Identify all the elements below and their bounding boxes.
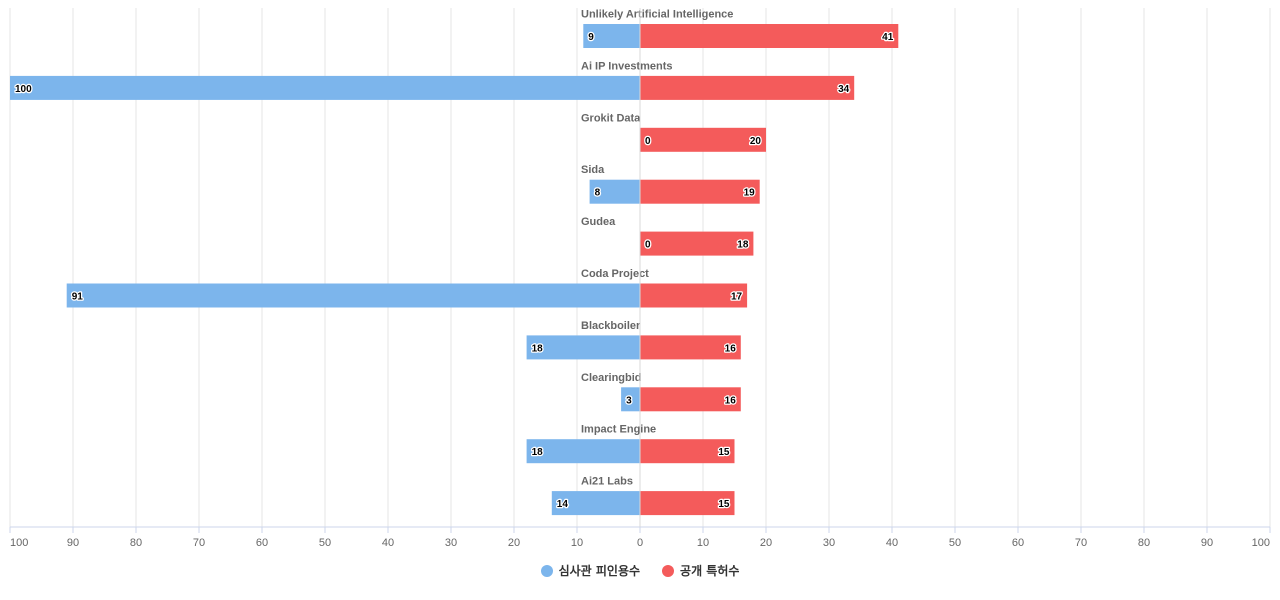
x-tick-label: 0 <box>637 537 643 549</box>
x-tick-label: 10 <box>697 537 709 549</box>
legend-marker-patents <box>662 564 675 577</box>
category-label: Ai21 Labs <box>581 476 633 488</box>
category-label: Sida <box>581 164 605 176</box>
x-tick-label: 100 <box>1252 537 1270 549</box>
x-tick-label: 80 <box>1138 537 1150 549</box>
data-label-patents: 16 <box>725 395 737 406</box>
category-label: Unlikely Artificial Intelligence <box>581 9 733 21</box>
x-tick-label: 70 <box>1075 537 1087 549</box>
x-tick-label: 10 <box>571 537 583 549</box>
x-tick-label: 40 <box>382 537 394 549</box>
data-label-patents: 15 <box>718 447 730 458</box>
category-label: Ai IP Investments <box>581 60 673 72</box>
x-tick-label: 100 <box>10 537 28 549</box>
data-label-patents: 18 <box>737 240 749 251</box>
data-label-citations: 14 <box>557 499 569 510</box>
category-label: Coda Project <box>581 268 649 280</box>
bar-citations[interactable] <box>526 335 640 360</box>
x-tick-label: 90 <box>67 537 79 549</box>
legend-item-patents[interactable]: 공개 특허수 <box>662 562 739 579</box>
x-tick-label: 50 <box>949 537 961 549</box>
legend-label-patents: 공개 특허수 <box>680 564 740 578</box>
x-tick-label: 60 <box>256 537 268 549</box>
data-label-patents: 16 <box>725 343 737 354</box>
x-tick-label: 20 <box>508 537 520 549</box>
bar-patents[interactable] <box>640 387 741 412</box>
data-label-citations: 8 <box>595 188 601 199</box>
x-tick-label: 30 <box>823 537 835 549</box>
category-label: Gudea <box>581 216 616 228</box>
bar-citations[interactable] <box>583 24 640 48</box>
x-tick-label: 40 <box>886 537 898 549</box>
data-label-citations: 9 <box>588 32 594 43</box>
bar-citations[interactable] <box>621 387 640 412</box>
bar-patents[interactable] <box>640 491 735 516</box>
bar-patents[interactable] <box>640 283 748 308</box>
data-label-patents: 17 <box>731 292 743 303</box>
data-label-citations: 91 <box>72 292 84 303</box>
bar-citations[interactable] <box>66 283 640 308</box>
x-tick-label: 90 <box>1201 537 1213 549</box>
category-label: Blackboiler <box>581 320 641 332</box>
bar-citations[interactable] <box>10 75 640 100</box>
legend-item-citations[interactable]: 심사관 피인용수 <box>540 562 641 579</box>
data-label-citations: 100 <box>15 84 32 95</box>
bar-patents[interactable] <box>640 335 741 360</box>
bar-patents[interactable] <box>640 439 735 464</box>
data-label-patents: 19 <box>744 188 756 199</box>
data-label-citations: 0 <box>645 240 651 251</box>
bar-citations[interactable] <box>589 179 640 204</box>
legend-marker-citations <box>540 564 553 577</box>
labels: Unlikely Artificial Intelligence 9 41 Ai IP… <box>14 9 895 512</box>
category-label: Impact Engine <box>581 424 656 436</box>
bar-patents[interactable] <box>640 127 766 152</box>
x-tick-label: 50 <box>319 537 331 549</box>
data-label-patents: 34 <box>838 84 850 95</box>
data-label-citations: 18 <box>532 447 544 458</box>
bars <box>10 24 899 516</box>
legend: 심사관 피인용수 공개 특허수 <box>0 562 1280 579</box>
category-label: Clearingbid <box>581 372 642 384</box>
diverging-bar-chart: Unlikely Artificial Intelligence 9 41 Ai IP… <box>9 8 1271 549</box>
x-tick-label: 80 <box>130 537 142 549</box>
bar-patents[interactable] <box>640 179 760 204</box>
data-label-patents: 41 <box>882 32 894 43</box>
data-label-citations: 18 <box>532 343 544 354</box>
x-tick-label: 60 <box>1012 537 1024 549</box>
bar-citations[interactable] <box>526 439 640 464</box>
category-label: Grokit Data <box>581 112 641 124</box>
bar-patents[interactable] <box>640 75 855 100</box>
x-tick-label: 30 <box>445 537 457 549</box>
bar-patents[interactable] <box>640 24 899 48</box>
data-label-patents: 15 <box>718 499 730 510</box>
data-label-patents: 20 <box>750 136 762 147</box>
bar-patents[interactable] <box>640 231 754 256</box>
x-axis: 100 90 80 70 60 50 40 30 20 10 0 10 20 30 40 50 60 70 80 90… <box>9 8 1271 549</box>
x-tick-label: 20 <box>760 537 772 549</box>
legend-label-citations: 심사관 피인용수 <box>558 564 641 578</box>
data-label-citations: 3 <box>626 395 632 406</box>
data-label-citations: 0 <box>645 136 651 147</box>
x-tick-label: 70 <box>193 537 205 549</box>
bar-citations[interactable] <box>551 491 640 516</box>
